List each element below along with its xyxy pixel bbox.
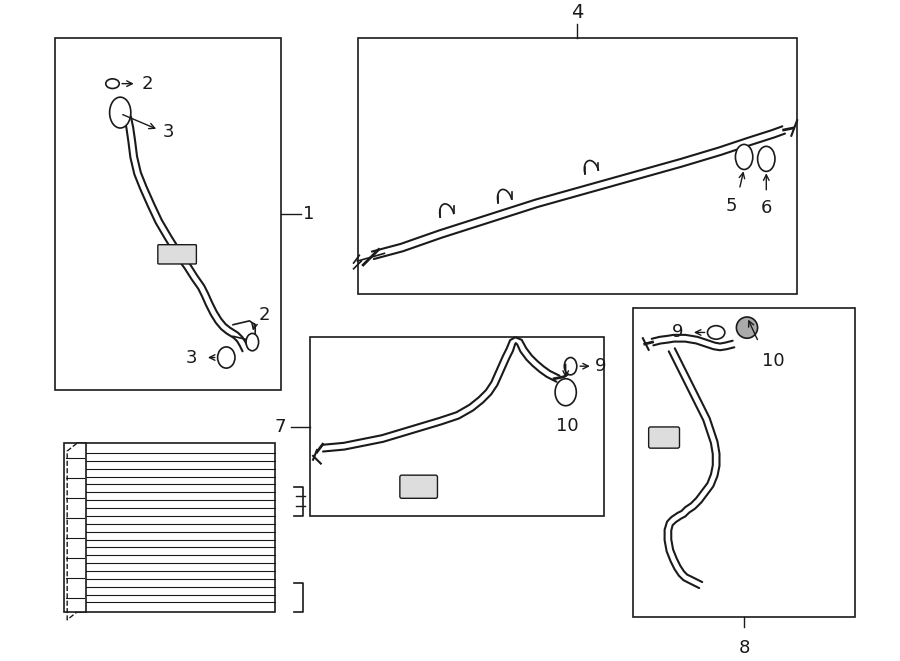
- Text: 9: 9: [672, 323, 683, 342]
- Text: 1: 1: [303, 205, 315, 223]
- Ellipse shape: [218, 347, 235, 368]
- Text: 9: 9: [595, 357, 606, 375]
- Ellipse shape: [110, 97, 130, 128]
- Ellipse shape: [564, 358, 577, 375]
- Ellipse shape: [555, 379, 576, 406]
- Text: 2: 2: [141, 75, 153, 93]
- FancyBboxPatch shape: [158, 245, 196, 264]
- Ellipse shape: [758, 146, 775, 171]
- Ellipse shape: [707, 326, 724, 339]
- Text: 7: 7: [274, 418, 286, 436]
- Text: 3: 3: [163, 123, 174, 141]
- Ellipse shape: [736, 317, 758, 338]
- Text: 10: 10: [762, 352, 785, 369]
- Text: 5: 5: [725, 198, 737, 215]
- FancyBboxPatch shape: [400, 475, 437, 498]
- Bar: [310, 337, 604, 516]
- Text: 10: 10: [556, 417, 579, 436]
- Bar: [634, 308, 855, 617]
- Bar: [64, 444, 86, 612]
- Text: 6: 6: [760, 200, 772, 217]
- Text: 3: 3: [186, 348, 197, 366]
- Bar: [358, 38, 797, 294]
- Ellipse shape: [735, 144, 752, 169]
- Bar: [76, 444, 274, 612]
- Ellipse shape: [246, 333, 258, 351]
- Ellipse shape: [106, 79, 120, 89]
- Text: 4: 4: [572, 3, 583, 22]
- Text: 2: 2: [259, 306, 271, 324]
- Text: 8: 8: [738, 639, 750, 657]
- FancyBboxPatch shape: [649, 427, 680, 448]
- Bar: [55, 38, 282, 390]
